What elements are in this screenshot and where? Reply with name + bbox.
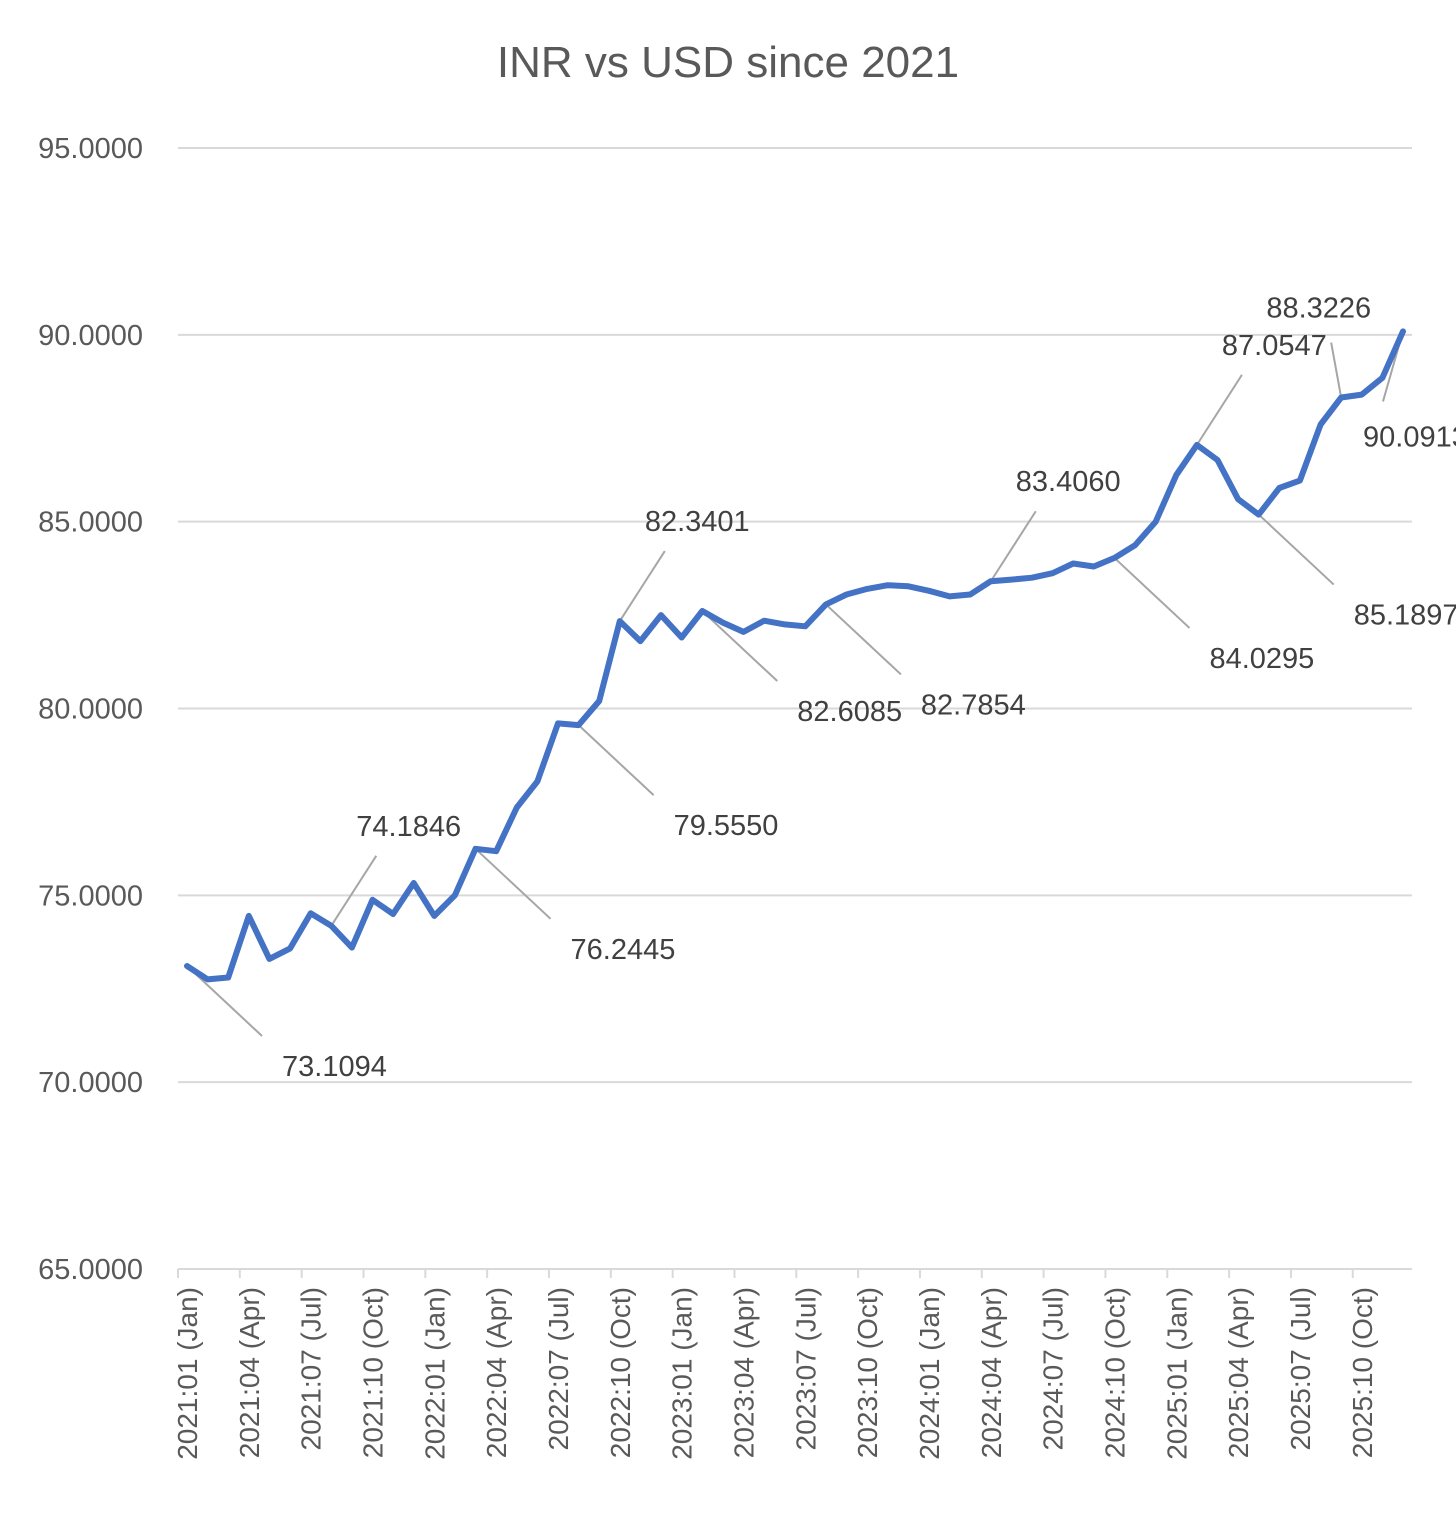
x-tick-label: 2025:07 (Jul) [1285,1287,1316,1450]
x-axis-tick-labels: 2021:01 (Jan) 2021:04 (Apr) 2021:07 (Jul) 2… [172,1287,1378,1460]
y-axis-tick-labels: 95.0000 90.0000 85.0000 80.0000 75.0000 70.00… [38,133,143,1286]
data-label: 90.0913 [1363,421,1456,453]
data-label: 83.4060 [1016,466,1121,498]
y-tick-label: 85.0000 [38,507,143,539]
x-tick-label: 2025:10 (Oct) [1347,1287,1378,1458]
x-tick-label: 2025:01 (Jan) [1161,1287,1192,1460]
x-tick-label: 2022:10 (Oct) [605,1287,636,1458]
x-tick-label: 2023:10 (Oct) [852,1287,883,1458]
data-label-leader [1330,342,1343,398]
x-tick-label: 2025:04 (Apr) [1223,1287,1254,1458]
series-line [184,328,1406,983]
data-label-leader [1258,513,1335,586]
x-tick-label: 2021:01 (Jan) [172,1287,203,1460]
data-label-leader [825,603,902,676]
x-tick-label: 2021:10 (Oct) [357,1287,388,1458]
x-tick-label: 2023:07 (Jul) [790,1287,821,1450]
data-label-leader [1196,374,1243,446]
x-axis [177,1268,1412,1278]
x-tick-label: 2022:07 (Jul) [543,1287,574,1450]
gridlines [178,147,1412,1084]
data-label: 73.1094 [282,1051,387,1083]
data-label-leader [330,855,378,927]
data-label: 79.5550 [674,810,779,842]
data-label: 82.7854 [921,689,1026,721]
data-label: 87.0547 [1222,330,1327,362]
data-label: 74.1846 [356,811,461,843]
data-label-leader [1113,557,1191,629]
data-label-leader [989,510,1037,582]
x-tick-label: 2024:07 (Jul) [1038,1287,1069,1450]
y-tick-label: 70.0000 [38,1067,143,1099]
x-tick-label: 2024:01 (Jan) [914,1287,945,1460]
y-tick-label: 90.0000 [38,320,143,352]
data-label-leader [577,724,655,796]
chart-title: INR vs USD since 2021 [496,38,960,87]
data-label: 84.0295 [1209,643,1314,675]
x-tick-label: 2023:01 (Jan) [667,1287,698,1460]
data-label: 82.3401 [645,506,750,538]
data-labels: 73.1094 74.1846 76.2445 79.5550 82.3401 82.60… [282,293,1456,1083]
data-label: 85.1897 [1354,600,1456,632]
x-tick-label: 2024:10 (Oct) [1099,1287,1130,1458]
x-tick-label: 2022:01 (Jan) [419,1287,450,1460]
data-label-leader [618,550,666,622]
series-line-layer [184,328,1406,983]
y-tick-label: 65.0000 [38,1254,143,1286]
data-label-leader [474,848,552,920]
y-tick-label: 95.0000 [38,133,143,165]
y-tick-label: 75.0000 [38,880,143,912]
data-label-leader [701,610,778,682]
x-tick-label: 2021:04 (Apr) [234,1287,265,1458]
x-tick-label: 2022:04 (Apr) [481,1287,512,1458]
data-label: 88.3226 [1266,293,1371,325]
x-tick-label: 2024:04 (Apr) [976,1287,1007,1458]
x-tick-label: 2021:07 (Jul) [296,1287,327,1450]
x-tick-label: 2023:04 (Apr) [728,1287,759,1458]
data-label: 82.6085 [797,696,902,728]
data-label-leaders [186,331,1404,1037]
data-label: 76.2445 [571,934,676,966]
y-tick-label: 80.0000 [38,694,143,726]
